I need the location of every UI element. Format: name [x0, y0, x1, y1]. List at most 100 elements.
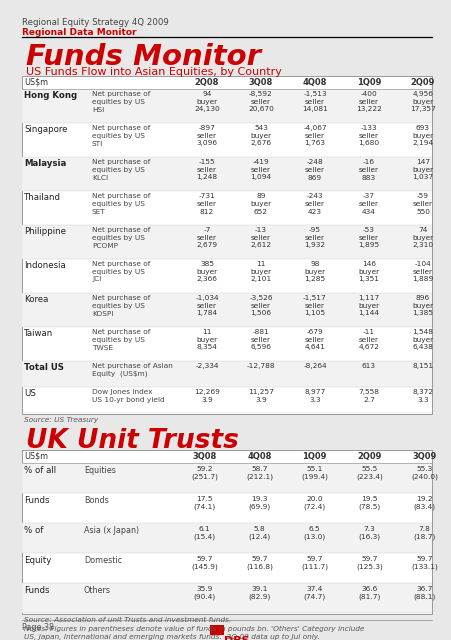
Text: 4Q08: 4Q08: [302, 78, 327, 87]
Text: -16
seller
883: -16 seller 883: [358, 159, 378, 180]
Text: 11,257
3.9: 11,257 3.9: [248, 389, 273, 403]
Text: Thailand: Thailand: [24, 193, 61, 202]
Text: 385
buyer
2,366: 385 buyer 2,366: [196, 261, 217, 282]
Text: 20.0
(72.4): 20.0 (72.4): [303, 496, 325, 510]
Text: -731
seller
812: -731 seller 812: [197, 193, 216, 214]
Text: 59.7
(116.8): 59.7 (116.8): [245, 556, 272, 570]
Text: -4,067
seller
1,763: -4,067 seller 1,763: [303, 125, 326, 147]
Text: 3Q08: 3Q08: [192, 452, 216, 461]
Text: -248
seller
869: -248 seller 869: [304, 159, 324, 180]
Text: US$m: US$m: [24, 452, 48, 461]
Bar: [22, 89, 431, 123]
Text: Net purchase of
equities by US
KLCI: Net purchase of equities by US KLCI: [92, 159, 150, 180]
Bar: [22, 583, 431, 613]
Text: Net purchase of
equities by US
SET: Net purchase of equities by US SET: [92, 193, 150, 214]
Text: -12,788: -12,788: [246, 363, 275, 369]
Text: 1Q09: 1Q09: [356, 78, 380, 87]
Text: 1,548
buyer
6,438: 1,548 buyer 6,438: [411, 329, 433, 351]
Text: -1,513
seller
14,081: -1,513 seller 14,081: [301, 91, 327, 113]
Bar: [22, 450, 431, 614]
Text: -37
seller
434: -37 seller 434: [358, 193, 378, 214]
Text: Net purchase of Asian
Equity  (US$m): Net purchase of Asian Equity (US$m): [92, 363, 172, 377]
Text: -243
seller
423: -243 seller 423: [304, 193, 324, 214]
Text: Page 38: Page 38: [22, 623, 54, 632]
Text: -11
seller
4,672: -11 seller 4,672: [358, 329, 379, 351]
Text: 7,558
2.7: 7,558 2.7: [358, 389, 379, 403]
Text: Source: Association of unit Trusts and investment funds.: Source: Association of unit Trusts and i…: [24, 617, 231, 623]
Text: Funds: Funds: [24, 496, 50, 505]
Text: -897
seller
3,096: -897 seller 3,096: [196, 125, 217, 147]
Text: 55.3
(240.0): 55.3 (240.0): [410, 466, 437, 480]
Text: Bonds: Bonds: [84, 496, 109, 505]
Text: Singapore: Singapore: [24, 125, 67, 134]
Text: Net purchase of
equities by US
JCI: Net purchase of equities by US JCI: [92, 261, 150, 282]
Text: 8,372
3.3: 8,372 3.3: [411, 389, 433, 403]
Text: % of: % of: [24, 526, 43, 535]
Text: Equity: Equity: [24, 556, 51, 565]
Text: % of all: % of all: [24, 466, 56, 475]
Text: Net purchase of
equities by US
STI: Net purchase of equities by US STI: [92, 125, 150, 147]
Text: Notes: Figures in parentheses denote value of funds in pounds bn. 'Others' Categ: Notes: Figures in parentheses denote val…: [24, 626, 364, 640]
Bar: [22, 293, 431, 327]
Text: Regional Equity Strategy 4Q 2009: Regional Equity Strategy 4Q 2009: [22, 18, 168, 27]
Text: 2Q09: 2Q09: [357, 452, 381, 461]
Text: -155
seller
1,248: -155 seller 1,248: [196, 159, 217, 180]
Text: -8,264: -8,264: [303, 363, 326, 369]
Text: 94
buyer
24,130: 94 buyer 24,130: [193, 91, 219, 113]
Text: -13
seller
2,612: -13 seller 2,612: [250, 227, 271, 248]
Text: -1,034
seller
1,784: -1,034 seller 1,784: [195, 295, 218, 317]
Bar: [22, 225, 431, 259]
Text: -3,526
seller
1,506: -3,526 seller 1,506: [249, 295, 272, 317]
Text: 3Q09: 3Q09: [411, 452, 436, 461]
Text: 693
buyer
2,194: 693 buyer 2,194: [411, 125, 433, 147]
Text: Source: US Treasury: Source: US Treasury: [24, 417, 98, 423]
Text: 7.3
(16.3): 7.3 (16.3): [358, 526, 380, 540]
Text: 59.2
(251.7): 59.2 (251.7): [191, 466, 217, 480]
Text: Hong Kong: Hong Kong: [24, 91, 77, 100]
Text: UK Unit Trusts: UK Unit Trusts: [26, 428, 238, 454]
Text: Regional Data Monitor: Regional Data Monitor: [22, 28, 136, 37]
Text: Domestic: Domestic: [84, 556, 122, 565]
Bar: [22, 523, 431, 553]
Text: US$m: US$m: [24, 78, 48, 87]
Text: Malaysia: Malaysia: [24, 159, 66, 168]
Text: 6.1
(15.4): 6.1 (15.4): [193, 526, 215, 540]
Text: -679
seller
4,641: -679 seller 4,641: [304, 329, 325, 351]
Text: 98
buyer
1,285: 98 buyer 1,285: [304, 261, 325, 282]
Text: 2Q08: 2Q08: [194, 78, 219, 87]
Text: 11
buyer
2,101: 11 buyer 2,101: [250, 261, 271, 282]
Bar: [22, 76, 431, 414]
Text: Equities: Equities: [84, 466, 115, 475]
Text: US: US: [24, 389, 36, 398]
Text: Net purchase of
equities by US
TWSE: Net purchase of equities by US TWSE: [92, 329, 150, 351]
Text: -7
seller
2,679: -7 seller 2,679: [196, 227, 217, 248]
Text: Indonesia: Indonesia: [24, 261, 65, 270]
Text: -59
seller
550: -59 seller 550: [412, 193, 432, 214]
Text: 59.7
(133.1): 59.7 (133.1): [410, 556, 437, 570]
Text: -1,517
seller
1,105: -1,517 seller 1,105: [303, 295, 326, 317]
Bar: [22, 463, 431, 493]
Text: 35.9
(90.4): 35.9 (90.4): [193, 586, 215, 600]
Text: 4,956
buyer
17,357: 4,956 buyer 17,357: [409, 91, 435, 113]
Text: 1,117
buyer
1,144: 1,117 buyer 1,144: [358, 295, 379, 317]
Text: Dow Jones Index
US 10-yr bond yield: Dow Jones Index US 10-yr bond yield: [92, 389, 164, 403]
Text: 36.6
(81.7): 36.6 (81.7): [358, 586, 380, 600]
Text: 55.5
(223.4): 55.5 (223.4): [355, 466, 382, 480]
Text: 36.7
(88.1): 36.7 (88.1): [412, 586, 435, 600]
Text: Funds: Funds: [24, 586, 50, 595]
Text: Total US: Total US: [24, 363, 64, 372]
Text: 59.7
(145.9): 59.7 (145.9): [191, 556, 217, 570]
Text: -8,592
seller
20,670: -8,592 seller 20,670: [248, 91, 273, 113]
Text: 37.4
(74.7): 37.4 (74.7): [303, 586, 325, 600]
Text: Philippine: Philippine: [24, 227, 66, 236]
Text: -53
seller
1,895: -53 seller 1,895: [358, 227, 379, 248]
Text: -881
seller
6,596: -881 seller 6,596: [250, 329, 271, 351]
Text: 543
buyer
2,676: 543 buyer 2,676: [250, 125, 271, 147]
Text: 19.5
(78.5): 19.5 (78.5): [358, 496, 380, 510]
Text: 896
buyer
1,385: 896 buyer 1,385: [411, 295, 433, 317]
Text: 17.5
(74.1): 17.5 (74.1): [193, 496, 215, 510]
Text: Net purchase of
equities by US
PCOMP: Net purchase of equities by US PCOMP: [92, 227, 150, 248]
Text: -400
seller
13,222: -400 seller 13,222: [355, 91, 381, 113]
Text: Net purchase of
equities by US
HSI: Net purchase of equities by US HSI: [92, 91, 150, 113]
Text: 8,977
3.3: 8,977 3.3: [304, 389, 325, 403]
